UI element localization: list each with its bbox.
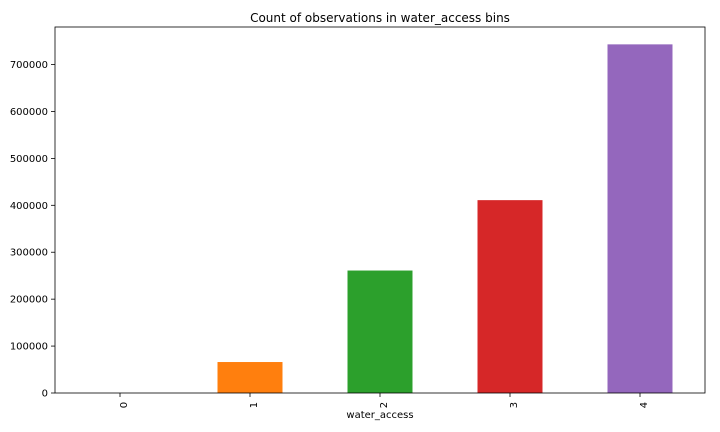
bar-1 — [217, 362, 283, 393]
y-axis: 0 100000 200000 300000 400000 500000 600000 700… — [10, 60, 55, 400]
y-tick-label-500000: 500000 — [10, 154, 48, 165]
y-tick-label-400000: 400000 — [10, 201, 48, 212]
x-tick-label-2: 2 — [379, 402, 390, 408]
x-axis: 0 1 2 3 4 — [119, 393, 650, 408]
bar-3 — [477, 200, 543, 393]
x-axis-label: water_access — [346, 410, 413, 421]
chart-title: Count of observations in water_access bi… — [250, 11, 510, 25]
x-tick-label-4: 4 — [639, 402, 650, 408]
bar-4 — [607, 44, 673, 393]
y-tick-label-0: 0 — [42, 389, 48, 400]
plot-frame — [54, 26, 706, 394]
y-tick-label-100000: 100000 — [10, 342, 48, 353]
bar-series — [217, 44, 673, 393]
y-tick-label-600000: 600000 — [10, 107, 48, 118]
x-tick-label-1: 1 — [249, 402, 260, 408]
x-tick-label-0: 0 — [119, 402, 130, 408]
y-tick-label-200000: 200000 — [10, 295, 48, 306]
x-tick-label-3: 3 — [509, 402, 520, 408]
bar-2 — [347, 270, 413, 393]
y-tick-label-700000: 700000 — [10, 60, 48, 71]
y-tick-label-300000: 300000 — [10, 248, 48, 259]
